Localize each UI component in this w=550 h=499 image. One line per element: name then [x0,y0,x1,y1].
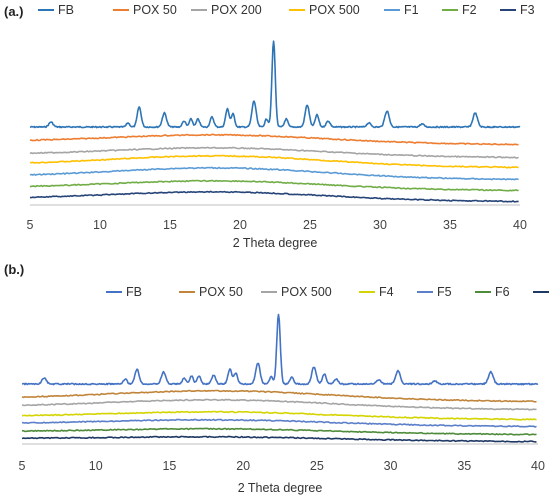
series-line-fb [29,40,521,129]
series-line-pox-50 [29,133,519,146]
series-line-f7 [21,435,537,443]
series-line-f4 [21,410,537,421]
series-line-pox-50 [21,389,537,403]
x-axis-title: 2 Theta degree [233,236,318,250]
x-tick-label: 15 [162,459,176,473]
legend-label: F2 [462,3,477,17]
legend-label: POX 50 [133,3,177,17]
x-tick-label: 35 [457,459,471,473]
series-line-f1 [29,166,519,181]
legend-label: F5 [437,285,452,299]
series-line-f6 [21,427,537,436]
x-tick-label: 15 [163,218,177,232]
series-line-f2 [29,179,519,192]
panel-label: (a.) [4,4,24,19]
legend-label: FB [58,3,74,17]
x-tick-label: 35 [443,218,457,232]
x-tick-label: 20 [236,459,250,473]
x-axis-title: 2 Theta degree [238,481,323,495]
x-tick-label: 5 [19,459,26,473]
x-tick-label: 30 [384,459,398,473]
series-line-f5 [21,418,537,428]
x-tick-label: 25 [310,459,324,473]
x-tick-label: 40 [531,459,545,473]
panel-a: (a.) FB POX 50 POX 200 POX 500 F1 F2 F3 5 10 15 20 2… [4,3,535,250]
series-line-pox-200 [29,146,519,159]
legend-label: POX 50 [199,285,243,299]
legend-label: FB [126,285,142,299]
legend-label: POX 500 [281,285,332,299]
legend-label: F6 [495,285,510,299]
series-line-f3 [30,190,519,203]
series-line-pox-500 [21,398,537,411]
x-tick-label: 25 [303,218,317,232]
x-tick-label: 10 [89,459,103,473]
legend-label: F4 [379,285,394,299]
x-tick-label: 10 [93,218,107,232]
legend-label: F3 [520,3,535,17]
legend-label: F1 [404,3,419,17]
legend-label: POX 500 [309,3,360,17]
x-tick-label: 30 [373,218,387,232]
x-tick-label: 5 [27,218,34,232]
series-line-pox-500 [29,154,519,169]
x-tick-label: 40 [513,218,527,232]
panel-label: (b.) [4,262,24,277]
series-line-fb [21,313,539,386]
x-tick-label: 20 [233,218,247,232]
legend-label: POX 200 [211,3,262,17]
